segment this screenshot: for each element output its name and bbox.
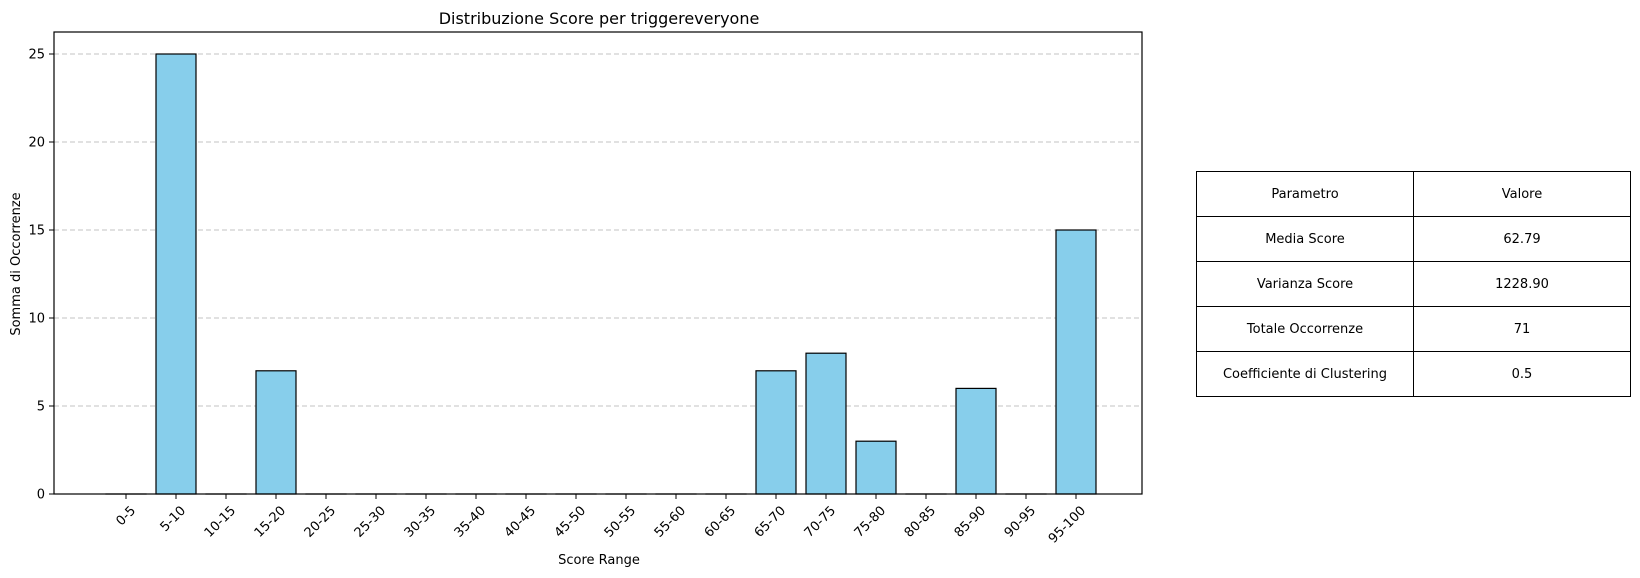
bar (855, 440, 897, 495)
plot-frame (53, 31, 1143, 495)
y-tick-label: 10 (28, 312, 45, 327)
x-tick-label: 90-95 (1002, 503, 1039, 540)
chart-title: Distribuzione Score per triggereveryone (439, 9, 760, 28)
x-tick-label: 0-5 (113, 503, 139, 529)
x-tick-label: 20-25 (302, 503, 339, 540)
table-cell-value: 1228.90 (1413, 261, 1631, 307)
bar (255, 370, 297, 495)
bar (1055, 229, 1097, 495)
x-tick-label: 40-45 (502, 503, 539, 540)
table-row: Coefficiente di Clustering 0.5 (1196, 351, 1631, 397)
y-ticks: 0 5 10 15 20 25 (28, 48, 54, 503)
x-tick-label: 75-80 (852, 503, 889, 540)
x-axis-label: Score Range (558, 553, 640, 568)
table-cell-value: 71 (1413, 306, 1631, 352)
y-tick-label: 5 (37, 400, 45, 415)
x-tick-label: 95-100 (1046, 503, 1089, 546)
x-tick-label: 85-90 (952, 503, 989, 540)
bar (955, 387, 997, 495)
x-tick-label: 70-75 (802, 503, 839, 540)
x-tick-label: 60-65 (702, 503, 739, 540)
y-tick-label: 20 (28, 136, 45, 151)
table-row: Varianza Score 1228.90 (1196, 261, 1631, 307)
table-row: Media Score 62.79 (1196, 216, 1631, 262)
x-tick-label: 30-35 (402, 503, 439, 540)
x-tick-label: 55-60 (652, 503, 689, 540)
x-tick-label: 25-30 (352, 503, 389, 540)
bar (755, 370, 797, 495)
table-header-row: Parametro Valore (1196, 171, 1631, 217)
table-cell-value: 0.5 (1413, 351, 1631, 397)
bar (155, 53, 197, 495)
y-tick-label: 15 (28, 224, 45, 239)
table-cell-param: Varianza Score (1196, 261, 1414, 307)
x-tick-label: 65-70 (752, 503, 789, 540)
x-tick-label: 35-40 (452, 503, 489, 540)
table-header-param: Parametro (1196, 171, 1414, 217)
stats-table: Parametro Valore Media Score 62.79 Varia… (1196, 171, 1631, 397)
table-cell-param: Totale Occorrenze (1196, 306, 1414, 352)
x-tick-label: 50-55 (602, 503, 639, 540)
table-cell-value: 62.79 (1413, 216, 1631, 262)
bars (105, 53, 1097, 495)
table-cell-param: Media Score (1196, 216, 1414, 262)
table-row: Totale Occorrenze 71 (1196, 306, 1631, 352)
table-cell-param: Coefficiente di Clustering (1196, 351, 1414, 397)
x-ticks: 0-5 5-10 10-15 15-20 20-25 25-30 30-35 35-40 40-… (113, 494, 1089, 547)
x-tick-label: 80-85 (902, 503, 939, 540)
x-tick-label: 5-10 (158, 503, 189, 534)
y-tick-label: 0 (37, 488, 45, 503)
grid-lines (54, 53, 1142, 407)
x-tick-label: 15-20 (252, 503, 289, 540)
x-tick-label: 10-15 (202, 503, 239, 540)
y-axis-label: Somma di Occorrenze (9, 192, 24, 335)
x-tick-label: 45-50 (552, 503, 589, 540)
bar (805, 352, 847, 495)
y-tick-label: 25 (28, 48, 45, 63)
table-header-value: Valore (1413, 171, 1631, 217)
